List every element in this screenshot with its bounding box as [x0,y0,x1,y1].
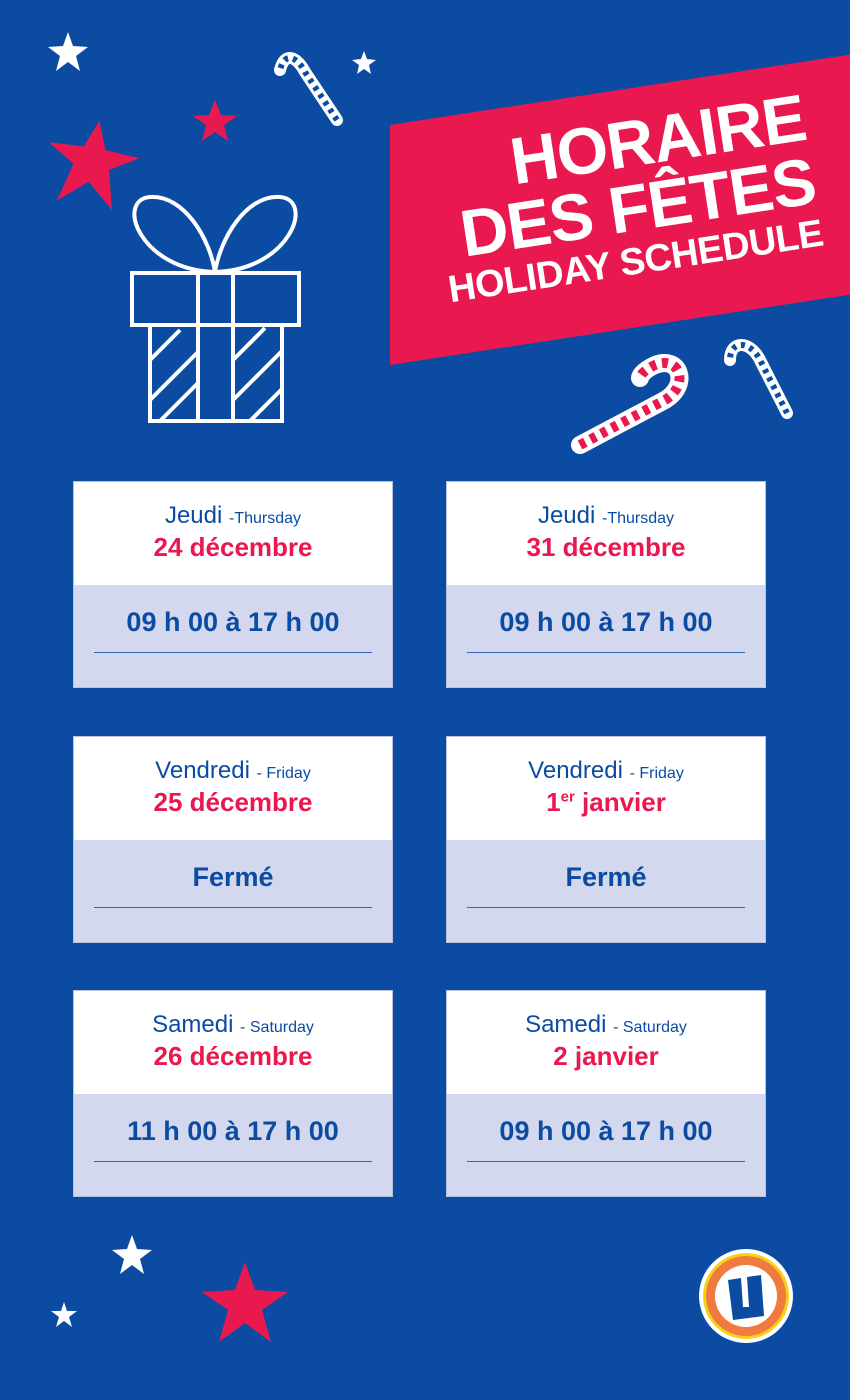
star-icon [48,120,140,211]
divider [94,652,372,653]
star-icon [112,1235,152,1274]
schedule-card: Samedi - Saturday 2 janvier 09 h 00 à 17… [446,990,766,1197]
day-label: Jeudi -Thursday [164,502,302,529]
star-icon [352,51,376,74]
date-label: 25 décembre [153,787,313,817]
candy-cane-icon [571,354,689,454]
candy-cane-icon [277,55,340,122]
schedule-card: Vendredi - Friday 1er janvier Fermé [446,736,766,943]
star-icon [193,100,237,141]
schedule-card: Jeudi -Thursday 31 décembre 09 h 00 à 17… [446,481,766,688]
date-label: 1er janvier [546,787,666,817]
divider [467,907,745,908]
divider [467,652,745,653]
divider [467,1161,745,1162]
schedule-card: Jeudi -Thursday 24 décembre 09 h 00 à 17… [73,481,393,688]
hours-label: 09 h 00 à 17 h 00 [499,1116,713,1146]
day-label: Vendredi - Friday [155,757,311,784]
hours-label: Fermé [565,862,647,892]
day-label: Vendredi - Friday [528,757,684,784]
day-label: Jeudi -Thursday [537,502,675,529]
hours-label: 09 h 00 à 17 h 00 [126,607,340,637]
gift-icon [130,194,301,423]
schedule-card: Samedi - Saturday 26 décembre 11 h 00 à … [73,990,393,1197]
hours-label: 11 h 00 à 17 h 00 [127,1116,339,1146]
hours-label: 09 h 00 à 17 h 00 [499,607,713,637]
date-label: 31 décembre [526,532,686,562]
star-icon [51,1302,77,1327]
day-label: Samedi - Saturday [152,1011,314,1038]
schedule-card: Vendredi - Friday 25 décembre Fermé [73,736,393,943]
date-label: 24 décembre [153,532,313,562]
day-label: Samedi - Saturday [525,1011,687,1038]
divider [94,907,372,908]
hours-label: Fermé [192,862,274,892]
logo [699,1249,793,1343]
date-label: 26 décembre [153,1041,313,1071]
divider [94,1161,372,1162]
star-icon [48,32,88,71]
date-label: 2 janvier [553,1041,659,1071]
star-icon [202,1262,288,1342]
